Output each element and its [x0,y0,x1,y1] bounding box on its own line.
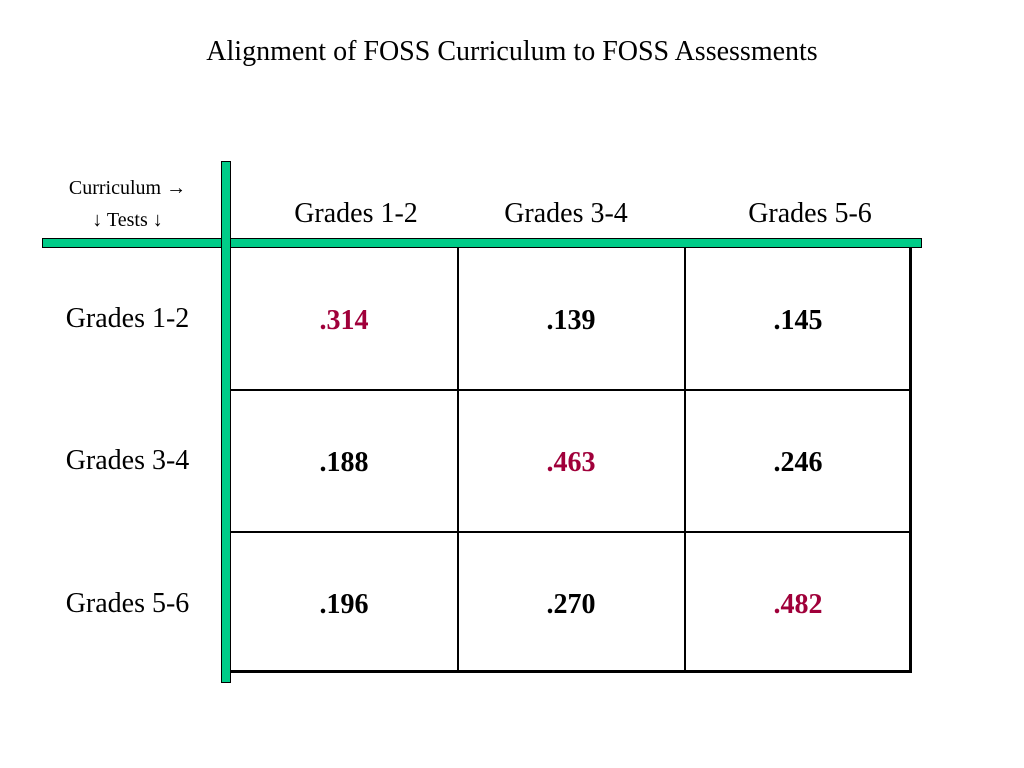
grid-divider-vertical [684,248,686,673]
row-header-divider-bar [221,161,231,683]
column-header-grades-5-6: Grades 5-6 [748,198,872,229]
cell-r3-c3: .482 [773,589,823,620]
grid-divider-horizontal [230,531,912,533]
grid-divider-horizontal [230,389,912,391]
cell-r1-c3: .145 [773,305,823,336]
correlation-grid [230,248,912,673]
row-header-grades-3-4: Grades 3-4 [65,445,190,476]
cell-r1-c1: .314 [319,305,369,336]
row-header-grades-5-6: Grades 5-6 [65,588,190,619]
corner-tests-label: ↓ Tests ↓ [92,209,163,231]
corner-label: Curriculum → ↓ Tests ↓ [40,172,215,236]
slide-title: Alignment of FOSS Curriculum to FOSS Ass… [206,36,818,67]
column-header-grades-1-2: Grades 1-2 [294,198,418,229]
cell-r1-c2: .139 [546,305,596,336]
row-header-grades-1-2: Grades 1-2 [65,303,190,334]
cell-r2-c1: .188 [319,447,369,478]
header-divider-bar [42,238,922,248]
cell-r3-c2: .270 [546,589,596,620]
cell-r2-c3: .246 [773,447,823,478]
column-header-grades-3-4: Grades 3-4 [504,198,628,229]
corner-curriculum-label: Curriculum → [68,177,187,199]
cell-r3-c1: .196 [319,589,369,620]
cell-r2-c2: .463 [546,447,596,478]
grid-divider-vertical [457,248,459,673]
